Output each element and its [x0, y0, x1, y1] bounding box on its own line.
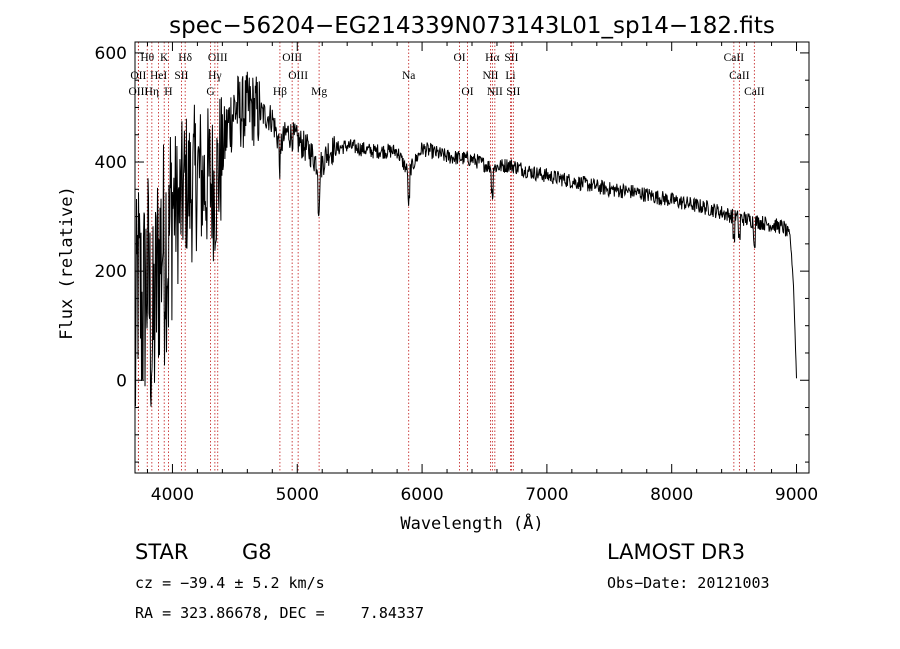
x-tick-label: 4000 [151, 485, 194, 505]
spectrum-line [134, 71, 797, 407]
line-label: Hβ [273, 86, 287, 98]
line-label: OI [453, 52, 465, 64]
y-axis-label: Flux (relative) [57, 186, 77, 340]
line-label: SII [504, 52, 518, 64]
object-class: STAR [135, 540, 189, 564]
line-label: CaII [729, 70, 750, 82]
line-label: OIII [282, 52, 302, 64]
observation-date: Obs−Date: 20121003 [607, 574, 770, 592]
axis-ticks: 4000 5000 6000 7000 8000 9000 0 200 400 600 [95, 42, 818, 505]
x-tick-label: 8000 [650, 485, 693, 505]
line-label: HeI [150, 70, 167, 82]
coordinates: RA = 323.86678, DEC = 7.84337 [135, 604, 424, 622]
line-label: Li [505, 70, 515, 82]
x-tick-label: 6000 [400, 485, 443, 505]
emission-lines: Hθ K Hδ OIII OIII OI Hα SII CaII OII HeI SII Hγ OIII N… [128, 42, 765, 473]
line-label: Hη [145, 86, 159, 98]
line-label: NII [482, 70, 498, 82]
object-subclass: G8 [242, 540, 272, 564]
line-label: SII [506, 86, 520, 98]
line-label: SII [174, 70, 188, 82]
y-tick-label: 200 [95, 262, 127, 282]
y-tick-label: 400 [95, 153, 127, 173]
survey-name: LAMOST DR3 [607, 540, 746, 564]
x-tick-label: 5000 [276, 485, 319, 505]
x-axis-label: Wavelength (Å) [400, 512, 543, 534]
y-tick-label: 0 [116, 371, 127, 391]
line-label: Hγ [208, 70, 221, 82]
line-label: Na [402, 70, 415, 82]
chart-title: spec−56204−EG214339N073143L01_sp14−182.f… [169, 13, 775, 39]
line-label: OIII [128, 86, 148, 98]
line-label: Hδ [178, 52, 192, 64]
line-label: Hα [485, 52, 499, 64]
line-label: OII [130, 70, 146, 82]
redshift-velocity: cz = −39.4 ± 5.2 km/s [135, 574, 325, 592]
line-label: OI [461, 86, 473, 98]
line-label: CaII [744, 86, 765, 98]
x-tick-label: 7000 [525, 485, 568, 505]
line-label: G [206, 86, 214, 98]
line-label: Mg [311, 86, 327, 98]
x-tick-label: 9000 [775, 485, 818, 505]
line-label: H [164, 86, 172, 98]
line-label: OIII [288, 70, 308, 82]
line-label: OIII [208, 52, 228, 64]
line-label: NII [487, 86, 503, 98]
y-tick-label: 600 [95, 44, 127, 64]
line-label: Hθ [140, 52, 154, 64]
line-label: K [160, 52, 169, 64]
line-label: CaII [724, 52, 745, 64]
